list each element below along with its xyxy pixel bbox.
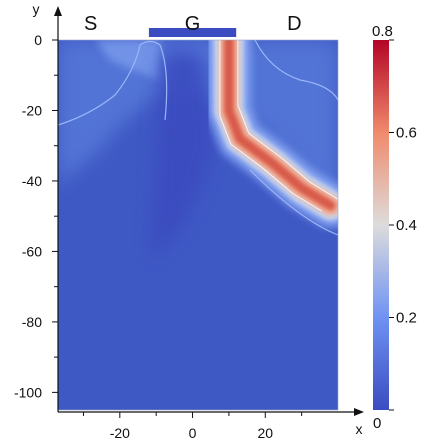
colorbar-tick-label: 0.4 — [396, 217, 417, 234]
x-tick-label: -20 — [110, 425, 130, 441]
y-tick-label: -100 — [14, 384, 42, 400]
region-label-s: S — [84, 13, 97, 35]
colorbar-tick-label: 0 — [373, 415, 381, 432]
x-ticks: -20 0 20 — [82, 412, 303, 441]
region-label-g: G — [185, 13, 201, 35]
field-region-source-edge — [95, 40, 160, 80]
colorbar-tick-label: 0.6 — [396, 125, 417, 142]
x-axis-arrow — [354, 408, 364, 416]
x-axis-label: x — [356, 421, 363, 437]
x-tick-label: 20 — [257, 425, 273, 441]
y-axis-label: y — [33, 1, 40, 17]
colorbar — [373, 40, 389, 410]
y-ticks: 0 -20 -40 -60 -80 -100 — [14, 32, 58, 400]
region-label-d: D — [287, 13, 301, 35]
y-tick-label: 0 — [34, 32, 42, 48]
colorbar-tick-label: 0.8 — [372, 23, 393, 40]
field-band-core — [223, 40, 336, 211]
heatmap-field — [58, 40, 338, 410]
colorbar-ticks: 0 0.2 0.4 0.6 0.8 — [372, 23, 417, 432]
colorbar-tick-label: 0.2 — [396, 310, 417, 327]
contour-line-drain-upper — [254, 40, 338, 101]
gate-electrode — [148, 28, 237, 37]
axes: y x — [33, 1, 364, 437]
field-region-surface — [58, 40, 338, 210]
y-tick-label: -60 — [22, 243, 42, 259]
y-tick-label: -80 — [22, 314, 42, 330]
x-tick-label: 0 — [189, 425, 197, 441]
y-axis-arrow — [54, 6, 62, 16]
contour-line-drain-lower — [249, 169, 338, 236]
y-tick-label: -20 — [22, 102, 42, 118]
contour-line-high — [219, 40, 338, 212]
y-tick-label: -40 — [22, 173, 42, 189]
contour-line-low — [58, 40, 168, 126]
